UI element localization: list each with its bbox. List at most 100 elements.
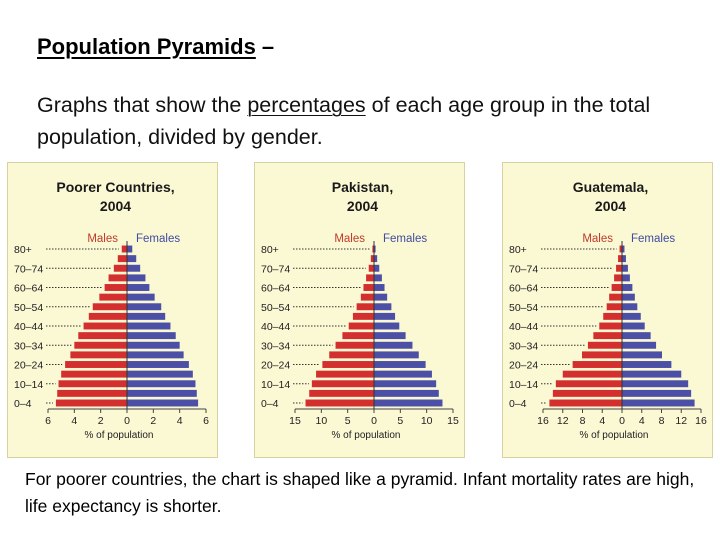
bar-female-30–34 (127, 341, 180, 349)
y-tick-label: 10–14 (14, 379, 43, 391)
y-tick-label: 60–64 (261, 283, 290, 295)
bar-male-40–44 (348, 322, 374, 330)
bar-male-30–34 (74, 341, 127, 349)
bar-male-40–44 (599, 322, 622, 330)
chart-panel-poorer-countries: Poorer Countries, 2004 Males Females 0–4 10–1… (7, 162, 218, 458)
bar-female-10–14 (622, 380, 689, 388)
bar-male-50–54 (606, 303, 622, 311)
y-tick-label: 40–44 (509, 321, 538, 333)
bar-female-45–49 (127, 312, 166, 320)
bar-female-0–4 (622, 399, 695, 407)
legend-females: Females (631, 233, 675, 245)
bar-male-60–64 (363, 284, 374, 291)
bar-male-45–49 (88, 312, 127, 320)
y-tick-label: 30–34 (261, 340, 290, 352)
bar-female-25–29 (374, 351, 419, 359)
bar-female-70–74 (622, 264, 628, 272)
bar-female-55–59 (374, 293, 388, 301)
x-tick-label: 12 (557, 415, 569, 427)
x-tick-label: 5 (345, 415, 351, 427)
bar-male-55–59 (609, 293, 622, 301)
bar-male-50–54 (92, 303, 127, 311)
chart-title-line: 2004 (347, 198, 378, 214)
legend-males: Males (582, 233, 613, 245)
legend-males: Males (334, 233, 365, 245)
y-tick-label: 80+ (14, 244, 32, 256)
x-axis-label: % of population (332, 430, 401, 441)
x-tick-label: 10 (315, 415, 327, 427)
bar-male-15–19 (61, 370, 127, 378)
bar-male-75–79 (117, 255, 127, 263)
bar-male-50–54 (356, 303, 374, 311)
chart-title-line: Guatemala, (573, 179, 648, 195)
bar-female-20–24 (374, 361, 426, 368)
pyramid-chart-poorer-countries: Poorer Countries, 2004 Males Females 0–4 10–1… (14, 179, 209, 441)
bar-female-0–4 (127, 399, 199, 407)
bar-male-25–29 (329, 351, 374, 359)
bar-female-65–69 (374, 274, 382, 282)
x-tick-label: 4 (599, 415, 605, 427)
bar-male-25–29 (70, 351, 127, 359)
chart-panel-guatemala: Guatemala, 2004 Males Females 0–4 10–14 20–24 3… (502, 162, 713, 458)
bar-male-75–79 (370, 255, 374, 263)
bar-female-35–39 (127, 332, 176, 340)
y-tick-label: 40–44 (261, 321, 290, 333)
x-tick-label: 4 (71, 415, 77, 427)
bar-female-15–19 (374, 370, 432, 378)
bar-male-10–14 (58, 380, 127, 388)
bar-male-10–14 (555, 380, 622, 388)
y-tick-label: 40–44 (14, 321, 43, 333)
y-tick-label: 10–14 (509, 379, 538, 391)
chart-panel-pakistan: Pakistan, 2004 Males Females 0–4 10–14 20–24 30… (254, 162, 465, 458)
bar-female-45–49 (622, 312, 641, 320)
bar-male-35–39 (593, 332, 622, 340)
slide-title: Population Pyramids – (37, 34, 274, 60)
bar-female-50–54 (374, 303, 392, 311)
bar-female-5–9 (374, 389, 439, 397)
chart-title-line: 2004 (595, 198, 626, 214)
x-tick-label: 15 (289, 415, 301, 427)
y-tick-label: 80+ (509, 244, 527, 256)
bar-male-5–9 (552, 389, 622, 397)
bar-male-20–24 (322, 361, 374, 368)
bar-female-25–29 (127, 351, 184, 359)
bar-female-30–34 (622, 341, 657, 349)
bar-female-75–79 (374, 255, 378, 263)
x-tick-label: 0 (371, 415, 377, 427)
bar-female-45–49 (374, 312, 396, 320)
x-tick-label: 2 (98, 415, 104, 427)
bar-male-70–74 (113, 264, 127, 272)
y-tick-label: 70–74 (261, 263, 290, 275)
x-tick-label: 5 (397, 415, 403, 427)
bar-male-20–24 (572, 361, 622, 368)
bar-male-65–69 (108, 274, 127, 282)
x-tick-label: 6 (203, 415, 209, 427)
bar-male-80+ (372, 245, 374, 253)
x-tick-label: 2 (150, 415, 156, 427)
y-tick-label: 0–4 (261, 398, 279, 410)
bar-male-80+ (619, 245, 622, 253)
x-tick-label: 4 (177, 415, 183, 427)
y-tick-label: 20–24 (509, 360, 538, 372)
bar-male-70–74 (368, 264, 374, 272)
bar-male-65–69 (366, 274, 374, 282)
y-tick-label: 10–14 (261, 379, 290, 391)
x-tick-label: 16 (695, 415, 707, 427)
bar-female-35–39 (374, 332, 406, 340)
bar-female-5–9 (127, 389, 197, 397)
legend-males: Males (87, 233, 118, 245)
bar-female-25–29 (622, 351, 662, 359)
y-tick-label: 60–64 (14, 283, 43, 295)
bar-female-70–74 (374, 264, 380, 272)
bar-female-0–4 (374, 399, 443, 407)
bar-male-0–4 (549, 399, 622, 407)
bar-female-20–24 (622, 361, 672, 368)
y-tick-label: 50–54 (14, 302, 43, 314)
bar-female-70–74 (127, 264, 141, 272)
bar-female-80+ (622, 245, 625, 253)
y-tick-label: 30–34 (509, 340, 538, 352)
bar-female-50–54 (127, 303, 162, 311)
definition-text: Graphs that show the percentages of each… (37, 89, 697, 153)
legend-females: Females (383, 233, 427, 245)
bar-female-60–64 (622, 284, 633, 291)
